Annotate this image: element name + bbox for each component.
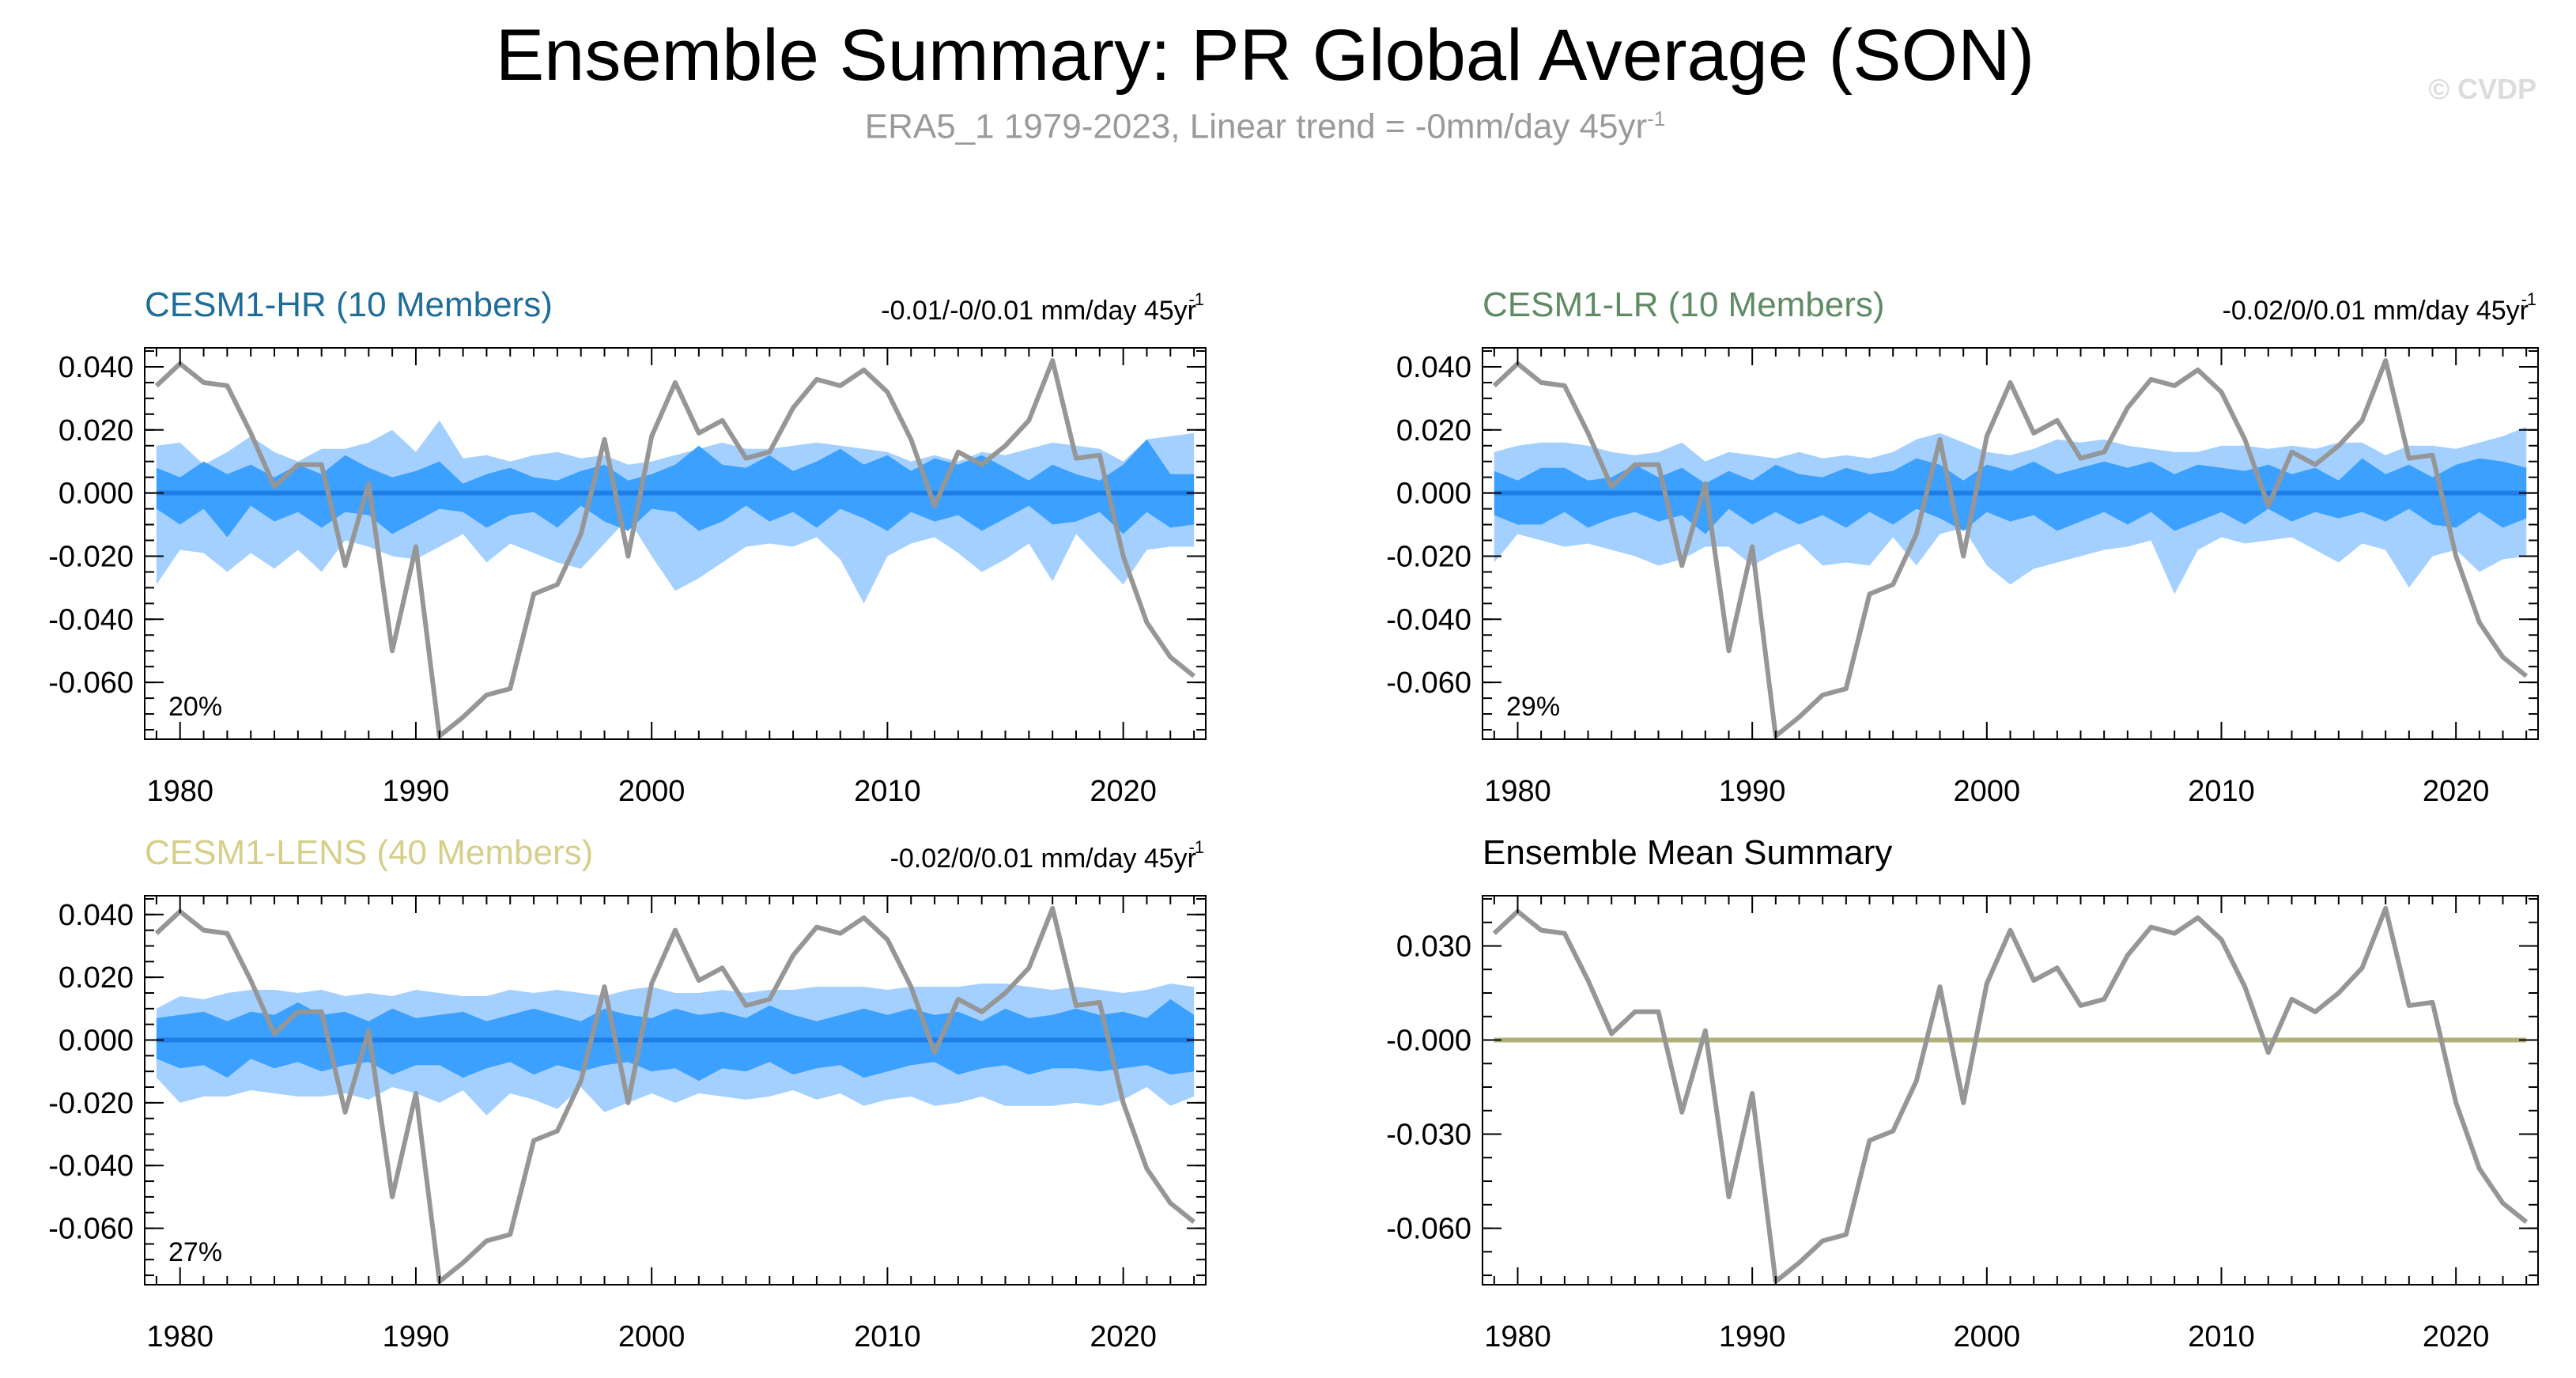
panel-title: CESM1-LENS (40 Members) — [145, 833, 593, 872]
x-tick-label: 1980 — [146, 775, 213, 808]
subtitle-text: ERA5_1 1979-2023, Linear trend = -0mm/da… — [864, 107, 1648, 146]
y-tick-label: -0.040 — [1386, 603, 1471, 636]
x-tick-label: 2000 — [618, 775, 686, 808]
observation-line — [154, 905, 1195, 1284]
panel-cesm1-lens: 0.040 0.020 0.000 -0.020 -0.040 -0.060 1980 199… — [48, 833, 1207, 1353]
x-tick-label: 2010 — [854, 1320, 921, 1353]
y-tick-label: 0.040 — [59, 351, 134, 384]
x-tick-label: 1980 — [1484, 775, 1551, 808]
y-tick-label: 0.000 — [59, 1025, 134, 1058]
y-tick-label: 0.020 — [59, 414, 134, 447]
x-tick-label: 2020 — [2423, 1320, 2490, 1353]
y-tick-label: 0.020 — [59, 961, 134, 995]
x-tick-label: 1990 — [383, 1320, 450, 1353]
page-subtitle: ERA5_1 1979-2023, Linear trend = -0mm/da… — [0, 107, 2530, 147]
x-tick-label: 2010 — [854, 775, 921, 808]
page-title: Ensemble Summary: PR Global Average (SON… — [495, 15, 2035, 96]
panel-cesm1-hr: 0.040 0.020 0.000 -0.020 -0.040 -0.060 1980 199… — [48, 285, 1207, 808]
y-tick-label: -0.060 — [1386, 1213, 1471, 1246]
y-tick-label: -0.020 — [1386, 540, 1471, 573]
plot-frame — [1482, 895, 2539, 1286]
x-tick-label: 1990 — [383, 775, 450, 808]
y-tick-label: -0.060 — [1386, 666, 1471, 700]
x-tick-label: 2010 — [2188, 1320, 2255, 1353]
trend-label: -0.02/0/0.01 mm/day 45yr — [890, 844, 1196, 874]
x-tick-label: 2000 — [1954, 775, 2021, 808]
observation-line — [1492, 905, 2529, 1284]
x-tick-label: 2020 — [1090, 775, 1157, 808]
panel-title: Ensemble Mean Summary — [1483, 833, 1892, 872]
x-tick-label: 1980 — [1484, 1320, 1551, 1353]
percent-label: 20% — [168, 692, 222, 722]
x-tick-label: 2020 — [1090, 1320, 1157, 1353]
inner-spread-band — [156, 439, 1195, 538]
y-tick-label: -0.040 — [48, 603, 134, 636]
y-tick-label: -0.040 — [48, 1150, 134, 1183]
y-tick-label: 0.030 — [1396, 930, 1471, 963]
watermark: © CVDP — [2428, 73, 2536, 105]
x-tick-label: 2020 — [2423, 775, 2490, 808]
trend-label: -0.02/0/0.01 mm/day 45yr — [2223, 296, 2529, 326]
y-tick-label: -0.060 — [48, 1213, 134, 1246]
y-tick-label: -0.030 — [1386, 1119, 1471, 1152]
observation-line — [154, 358, 1195, 738]
y-tick-label: 0.040 — [59, 899, 134, 932]
percent-label: 29% — [1506, 692, 1560, 722]
panel-ensemble-mean-summary: 0.030 -0.000 -0.030 -0.060 1980 1990 2000 2010 2… — [1386, 833, 2539, 1353]
x-tick-label: 1990 — [1719, 1320, 1786, 1353]
trend-label: -0.01/-0/0.01 mm/day 45yr — [881, 296, 1196, 326]
y-tick-label: 0.000 — [59, 478, 134, 511]
y-tick-label: 0.040 — [1396, 351, 1471, 384]
panel-cesm1-lr: 0.040 0.020 0.000 -0.020 -0.040 -0.060 1980 199… — [1386, 285, 2539, 808]
trend-superscript: -1 — [1188, 289, 1204, 309]
y-tick-label: -0.000 — [1386, 1025, 1471, 1058]
y-tick-label: 0.020 — [1396, 414, 1471, 447]
y-tick-label: -0.060 — [48, 666, 134, 700]
trend-superscript: -1 — [2521, 289, 2536, 309]
panel-title: CESM1-LR (10 Members) — [1483, 285, 1885, 324]
x-tick-label: 2010 — [2188, 775, 2255, 808]
panel-title: CESM1-HR (10 Members) — [145, 285, 553, 324]
observation-line — [1492, 358, 2529, 738]
percent-label: 27% — [168, 1237, 222, 1267]
subtitle-superscript: -1 — [1647, 107, 1666, 130]
x-tick-label: 2000 — [1954, 1320, 2021, 1353]
x-tick-label: 1980 — [146, 1320, 213, 1353]
trend-superscript: -1 — [1188, 837, 1204, 857]
inner-spread-band — [1494, 458, 2527, 534]
y-tick-label: -0.020 — [48, 540, 134, 573]
x-tick-label: 1990 — [1719, 775, 1786, 808]
y-tick-label: 0.000 — [1396, 478, 1471, 511]
y-tick-label: -0.020 — [48, 1087, 134, 1120]
x-tick-label: 2000 — [618, 1320, 686, 1353]
